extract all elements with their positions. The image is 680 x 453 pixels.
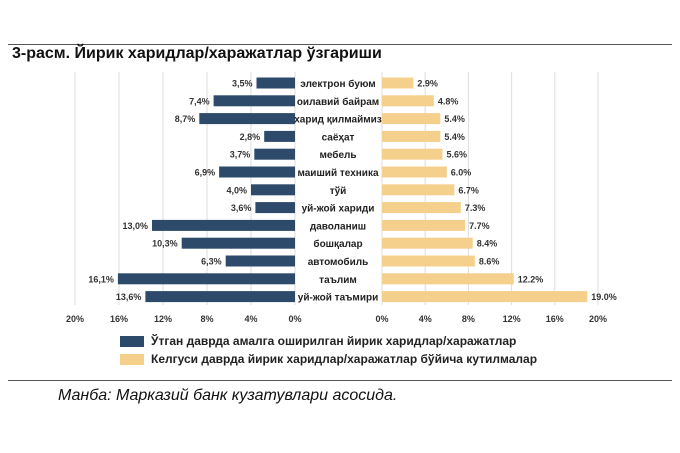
x-tick-right: 16% bbox=[546, 314, 564, 324]
data-label-past: 3,5% bbox=[232, 79, 253, 89]
data-label-past: 6,3% bbox=[201, 257, 222, 267]
bar-future bbox=[382, 202, 461, 214]
data-label-future: 5.6% bbox=[446, 150, 467, 160]
category-label: тўй bbox=[330, 185, 347, 197]
data-label-future: 2.9% bbox=[417, 79, 438, 89]
bar-future bbox=[382, 130, 441, 142]
legend-swatch-future bbox=[120, 353, 144, 365]
category-label: саёҳат bbox=[322, 132, 355, 143]
bar-future bbox=[382, 255, 475, 267]
category-label: таълим bbox=[319, 275, 357, 286]
legend-item-future: Келгуси даврда йирик харидлар/харажатлар… bbox=[120, 352, 537, 366]
x-tick-left: 4% bbox=[244, 314, 257, 324]
x-tick-left: 20% bbox=[66, 314, 84, 324]
category-label: харид қилмаймиз bbox=[294, 115, 382, 126]
bar-past bbox=[264, 130, 295, 142]
bar-future bbox=[382, 166, 447, 178]
legend-label-future: Келгуси даврда йирик харидлар/харажатлар… bbox=[151, 352, 538, 366]
data-label-future: 8.4% bbox=[477, 239, 498, 249]
legend-item-past: Ўтган даврда амалга оширилган йирик хари… bbox=[120, 334, 516, 348]
bar-past bbox=[255, 202, 295, 214]
bar-future bbox=[382, 219, 466, 231]
data-label-past: 6,9% bbox=[195, 168, 216, 178]
x-tick-right: 8% bbox=[462, 314, 475, 324]
data-label-past: 10,3% bbox=[152, 239, 178, 249]
data-label-future: 6.7% bbox=[458, 185, 479, 195]
top-rule bbox=[8, 44, 672, 45]
data-label-past: 2,8% bbox=[240, 132, 261, 142]
category-label: мебель bbox=[319, 149, 356, 161]
bar-past bbox=[219, 166, 295, 178]
data-label-past: 3,7% bbox=[230, 150, 251, 160]
data-label-future: 19.0% bbox=[591, 292, 617, 302]
bar-past bbox=[254, 148, 295, 160]
category-label: автомобиль bbox=[308, 256, 369, 268]
x-tick-left: 12% bbox=[154, 314, 172, 324]
category-label: бошқалар bbox=[313, 238, 362, 250]
x-tick-left: 8% bbox=[200, 314, 213, 324]
legend-label-past: Ўтган даврда амалга оширилган йирик хари… bbox=[151, 334, 517, 348]
bar-future bbox=[382, 148, 443, 160]
x-tick-left: 0% bbox=[288, 314, 301, 324]
bar-past bbox=[251, 184, 295, 196]
bar-past bbox=[117, 273, 296, 285]
category-label: уй-жой хариди bbox=[302, 204, 375, 215]
data-label-past: 8,7% bbox=[175, 114, 196, 124]
data-label-past: 3,6% bbox=[231, 203, 252, 213]
bar-future bbox=[382, 95, 434, 107]
data-label-past: 13,6% bbox=[116, 292, 142, 302]
category-label: уй-жой таъмири bbox=[298, 293, 378, 304]
data-label-future: 7.3% bbox=[465, 203, 486, 213]
category-label: электрон буюм bbox=[300, 78, 375, 90]
bottom-rule bbox=[8, 380, 672, 381]
x-tick-right: 0% bbox=[375, 314, 388, 324]
x-tick-right: 12% bbox=[503, 314, 521, 324]
chart-title: 3-расм. Йирик харидлар/харажатлар ўзгари… bbox=[12, 45, 382, 62]
data-label-past: 13,0% bbox=[122, 221, 148, 231]
data-label-past: 4,0% bbox=[226, 185, 247, 195]
bar-future bbox=[382, 273, 514, 285]
data-label-future: 8.6% bbox=[479, 257, 500, 267]
bar-past bbox=[213, 95, 295, 107]
category-label: маиший техника bbox=[297, 168, 378, 179]
x-tick-left: 16% bbox=[110, 314, 128, 324]
source-note: Манба: Марказий банк кузатувлари асосида… bbox=[58, 387, 398, 404]
category-label: оилавий байрам bbox=[297, 96, 379, 108]
data-label-past: 16,1% bbox=[88, 274, 114, 284]
bar-past bbox=[181, 237, 295, 249]
data-label-future: 5.4% bbox=[444, 114, 465, 124]
data-label-future: 4.8% bbox=[438, 96, 459, 106]
bar-past bbox=[256, 77, 295, 89]
data-label-future: 7.7% bbox=[469, 221, 490, 231]
category-label: даволаниш bbox=[310, 221, 366, 232]
bar-past bbox=[225, 255, 295, 267]
legend-swatch-past bbox=[120, 335, 144, 347]
bar-future bbox=[382, 77, 414, 89]
bar-future bbox=[382, 184, 455, 196]
bar-past bbox=[145, 291, 295, 303]
bar-future bbox=[382, 291, 588, 303]
bar-past bbox=[199, 113, 295, 125]
bar-past bbox=[152, 219, 295, 231]
data-label-future: 12.2% bbox=[518, 274, 544, 284]
x-tick-right: 20% bbox=[589, 314, 607, 324]
data-label-future: 6.0% bbox=[451, 168, 472, 178]
data-label-future: 5.4% bbox=[444, 132, 465, 142]
bar-future bbox=[382, 237, 473, 249]
data-label-past: 7,4% bbox=[189, 96, 210, 106]
bar-future bbox=[382, 113, 441, 125]
x-tick-right: 4% bbox=[419, 314, 432, 324]
